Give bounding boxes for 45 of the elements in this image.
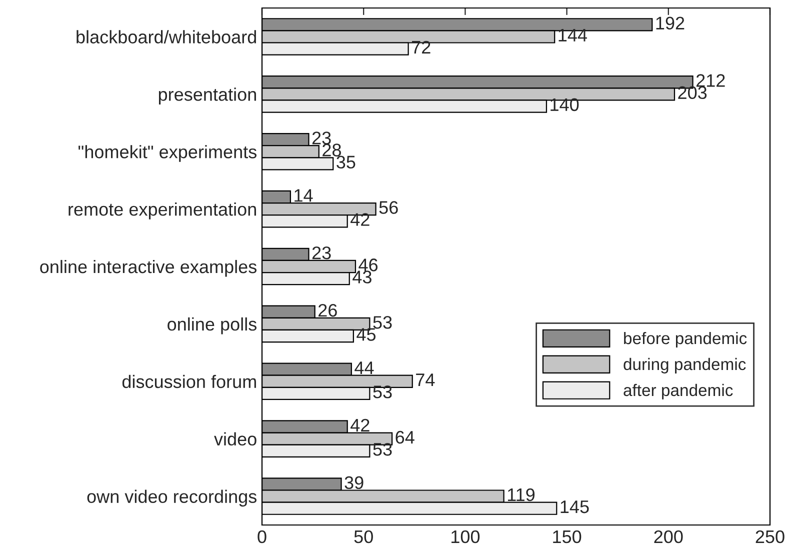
data-label: 203: [678, 86, 707, 100]
data-label: 74: [416, 374, 435, 386]
data-label: 56: [379, 201, 398, 214]
x-tick-label: 50: [354, 530, 373, 544]
x-tick-label: 100: [452, 530, 480, 544]
data-label: 28: [322, 144, 341, 156]
data-label: 42: [350, 213, 370, 226]
data-label: 26: [318, 304, 337, 317]
data-label: 145: [560, 500, 589, 514]
data-label: 44: [354, 362, 374, 374]
y-tick-label: discussion forum: [122, 374, 256, 388]
data-label: 53: [373, 316, 392, 329]
data-label: 140: [550, 98, 579, 112]
data-label: 43: [352, 270, 372, 284]
data-label: 144: [558, 28, 587, 42]
y-tick-label: blackboard/whiteboard: [76, 30, 256, 44]
y-tick-label: online polls: [168, 317, 256, 334]
data-label: 46: [358, 258, 378, 272]
data-label: 53: [373, 442, 392, 456]
y-tick-label: presentation: [158, 88, 256, 104]
data-label: 42: [350, 418, 370, 432]
y-tick-label: own video recordings: [87, 490, 256, 507]
data-label: 72: [412, 40, 430, 54]
legend-label: after pandemic: [624, 384, 733, 400]
data-label: 14: [294, 189, 313, 202]
data-label: 53: [373, 386, 392, 398]
data-label: 39: [344, 476, 364, 490]
y-tick-label: remote experimentation: [68, 202, 256, 220]
data-label: 23: [312, 132, 331, 144]
legend-label: during pandemic: [624, 358, 746, 374]
data-label: 45: [356, 328, 376, 341]
y-tick-label: online interactive examples: [40, 260, 256, 277]
data-label: 64: [396, 430, 414, 444]
x-tick-label: 0: [258, 530, 266, 544]
x-tick-label: 150: [553, 530, 582, 544]
data-label: 212: [696, 74, 725, 87]
y-tick-label: video: [214, 432, 256, 446]
x-tick-label: 250: [756, 530, 784, 544]
legend-label: before pandemic: [624, 332, 747, 348]
y-tick-label: "homekit" experiments: [78, 145, 256, 162]
data-label: 35: [336, 156, 356, 169]
x-tick-label: 200: [654, 530, 683, 544]
data-label: 192: [656, 16, 684, 30]
data-label: 23: [312, 246, 331, 260]
data-label: 119: [508, 488, 535, 502]
